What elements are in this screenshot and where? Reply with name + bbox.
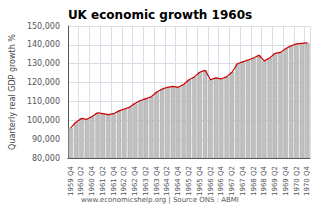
svg-text:110,000: 110,000 [27,97,60,106]
svg-text:140,000: 140,000 [27,40,60,49]
svg-text:1961 Q2: 1961 Q2 [99,166,107,196]
svg-text:1969 Q2: 1969 Q2 [271,166,279,196]
svg-text:Quarterly real GDP growth %: Quarterly real GDP growth % [8,34,17,150]
svg-text:UK economic growth 1960s: UK economic growth 1960s [68,8,252,22]
svg-text:1969 Q4: 1969 Q4 [282,165,290,196]
svg-text:1970 Q4: 1970 Q4 [303,165,311,196]
svg-text:1960 Q4: 1960 Q4 [88,165,96,196]
svg-text:1966 Q4: 1966 Q4 [217,165,225,196]
svg-text:1965 Q4: 1965 Q4 [196,165,204,196]
svg-text:80,000: 80,000 [32,154,60,163]
svg-text:1962 Q2: 1962 Q2 [120,166,128,196]
svg-text:1963 Q4: 1963 Q4 [153,165,161,196]
svg-text:1968 Q4: 1968 Q4 [260,165,268,196]
svg-text:1959 Q4: 1959 Q4 [67,165,75,196]
svg-text:www.economicshelp.org | Source: www.economicshelp.org | Source ONS : ABM… [81,196,239,204]
svg-text:1968 Q2: 1968 Q2 [250,166,258,196]
svg-text:1967 Q2: 1967 Q2 [228,166,236,196]
svg-text:1964 Q4: 1964 Q4 [174,165,182,196]
svg-text:1966 Q2: 1966 Q2 [207,166,215,196]
svg-text:90,000: 90,000 [32,135,60,144]
svg-text:1965 Q2: 1965 Q2 [185,166,193,196]
svg-text:1960 Q2: 1960 Q2 [77,166,85,196]
svg-text:150,000: 150,000 [27,22,60,31]
svg-text:1963 Q2: 1963 Q2 [142,166,150,196]
svg-text:1961 Q4: 1961 Q4 [110,165,118,196]
svg-text:1962 Q4: 1962 Q4 [131,165,139,196]
svg-text:100,000: 100,000 [27,116,60,125]
svg-text:1967 Q4: 1967 Q4 [239,165,247,196]
svg-text:130,000: 130,000 [27,59,60,68]
svg-text:120,000: 120,000 [27,78,60,87]
svg-text:1970 Q2: 1970 Q2 [293,166,301,196]
svg-text:1964 Q2: 1964 Q2 [163,166,171,196]
